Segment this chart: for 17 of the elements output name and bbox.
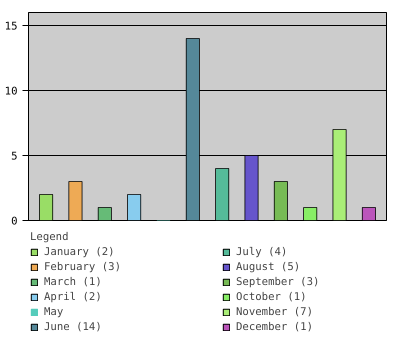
legend-label: March (1) [44,275,103,288]
legend-label: February (3) [44,260,122,273]
legend-label: August (5) [236,260,302,273]
legend-label: June (14) [44,320,103,333]
legend-label: April (2) [44,290,103,303]
legend-label: September (3) [236,275,320,288]
legend-label: May [44,305,64,318]
y-tick-label: 0 [11,214,18,228]
y-tick-label: 15 [4,20,18,32]
y-tick-label: 10 [4,84,18,98]
legend-label: July (4) [236,245,288,258]
legend-title: Legend [30,230,70,243]
legend-label: December (1) [236,320,314,333]
legend-label: October (1) [236,290,308,303]
legend-label: November (7) [236,305,314,318]
legend-label: January (2) [44,245,116,258]
y-tick-label: 5 [11,150,18,162]
